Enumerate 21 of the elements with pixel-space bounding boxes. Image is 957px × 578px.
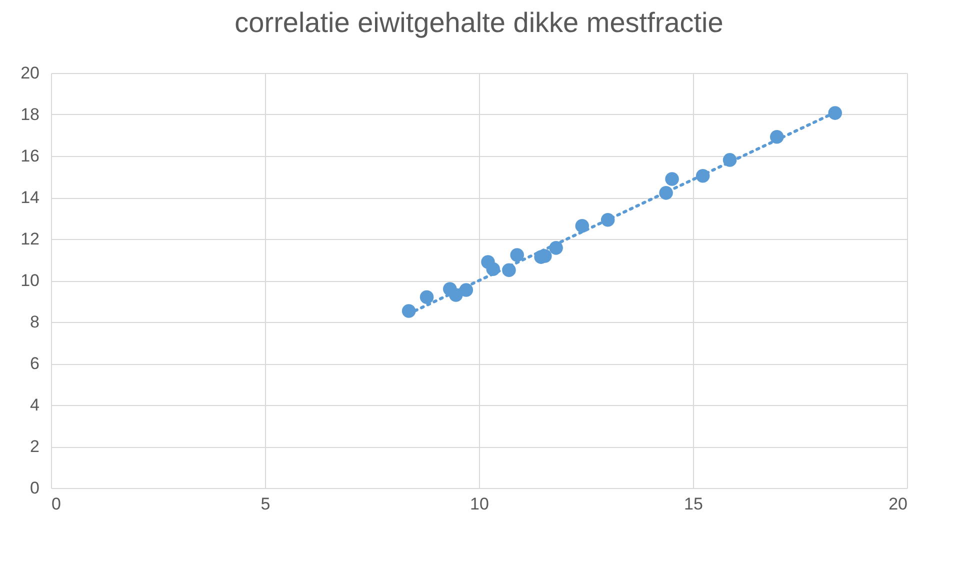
x-tick-label: 20 xyxy=(888,494,908,514)
x-tick-label: 10 xyxy=(470,494,489,514)
y-tick-label: 12 xyxy=(20,230,40,248)
x-tick-label: 0 xyxy=(52,494,61,514)
point xyxy=(665,172,679,186)
y-tick-label: 0 xyxy=(30,478,40,498)
chart-title: correlatie eiwitgehalte dikke mestfractie xyxy=(234,7,724,38)
y-tick-label: 8 xyxy=(30,312,40,332)
y-tick-label: 2 xyxy=(30,437,40,456)
y-tick-label: 16 xyxy=(20,146,40,166)
point xyxy=(420,290,434,304)
y-tick-label: 20 xyxy=(20,64,40,82)
y-tick-label: 4 xyxy=(30,396,40,414)
x-tick-label: 5 xyxy=(260,494,270,514)
y-tick-label: 14 xyxy=(20,188,40,207)
y-tick-label: 10 xyxy=(20,271,40,290)
y-tick-label: 18 xyxy=(20,105,40,124)
x-tick-label: 15 xyxy=(684,494,703,514)
point xyxy=(510,248,524,262)
point xyxy=(828,106,842,120)
y-tick-label: 6 xyxy=(30,354,40,373)
